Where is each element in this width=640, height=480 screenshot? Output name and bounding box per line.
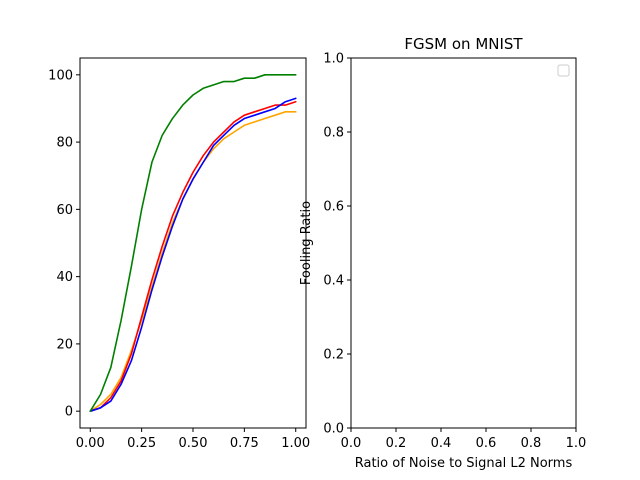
left-y-tick-label: 80 <box>56 136 73 151</box>
right-axes-frame <box>350 57 577 429</box>
left-y-tick-label: 0 <box>65 405 73 420</box>
right-legend-box <box>557 64 570 77</box>
right-y-tick-label: 0.8 <box>323 126 344 141</box>
right-y-tick-label: 0.2 <box>323 348 344 363</box>
left-series-line-4 <box>89 74 297 412</box>
left-series-line-2 <box>89 100 297 412</box>
left-x-tick-label: 0.50 <box>179 436 208 451</box>
left-y-tick-label: 20 <box>56 337 73 352</box>
right-x-tick-label: 0.0 <box>341 436 362 451</box>
left-x-tick-label: 1.00 <box>281 436 310 451</box>
right-x-ticks: 0.0 0.2 0.4 0.6 0.8 1.0 <box>341 428 587 451</box>
left-series-line-3 <box>89 97 297 412</box>
left-axes: 0.00 0.25 0.50 0.75 1.00 0 20 40 60 80 100 <box>48 57 310 451</box>
right-x-tick-label: 0.4 <box>431 436 452 451</box>
left-x-ticks: 0.00 0.25 0.50 0.75 1.00 <box>76 428 310 451</box>
right-y-ticks: 0.0 0.2 0.4 0.6 0.8 1.0 <box>323 52 351 437</box>
right-y-tick-label: 1.0 <box>323 52 344 67</box>
left-y-tick-label: 60 <box>56 203 73 218</box>
right-x-tick-label: 0.8 <box>521 436 542 451</box>
right-x-axis-label: Ratio of Noise to Signal L2 Norms <box>355 456 573 471</box>
left-series-group <box>89 74 297 412</box>
right-y-tick-label: 0.6 <box>323 200 344 215</box>
right-x-tick-label: 1.0 <box>566 436 587 451</box>
left-x-tick-label: 0.75 <box>230 436 259 451</box>
right-y-tick-label: 0.0 <box>323 422 344 437</box>
right-y-tick-label: 0.4 <box>323 274 344 289</box>
left-y-tick-label: 100 <box>48 68 73 83</box>
right-chart-title: FGSM on MNIST <box>404 35 523 53</box>
right-axes: FGSM on MNIST 0.0 0.2 0.4 0.6 0.8 1.0 0.00.20… <box>299 35 586 471</box>
left-y-ticks: 0 20 40 60 80 100 <box>48 68 80 420</box>
left-y-tick-label: 40 <box>56 270 73 285</box>
right-x-tick-label: 0.2 <box>386 436 407 451</box>
left-x-tick-label: 0.25 <box>127 436 156 451</box>
right-y-axis-label: Fooling Ratio <box>299 201 314 285</box>
left-x-tick-label: 0.00 <box>76 436 105 451</box>
right-x-tick-label: 0.6 <box>476 436 497 451</box>
